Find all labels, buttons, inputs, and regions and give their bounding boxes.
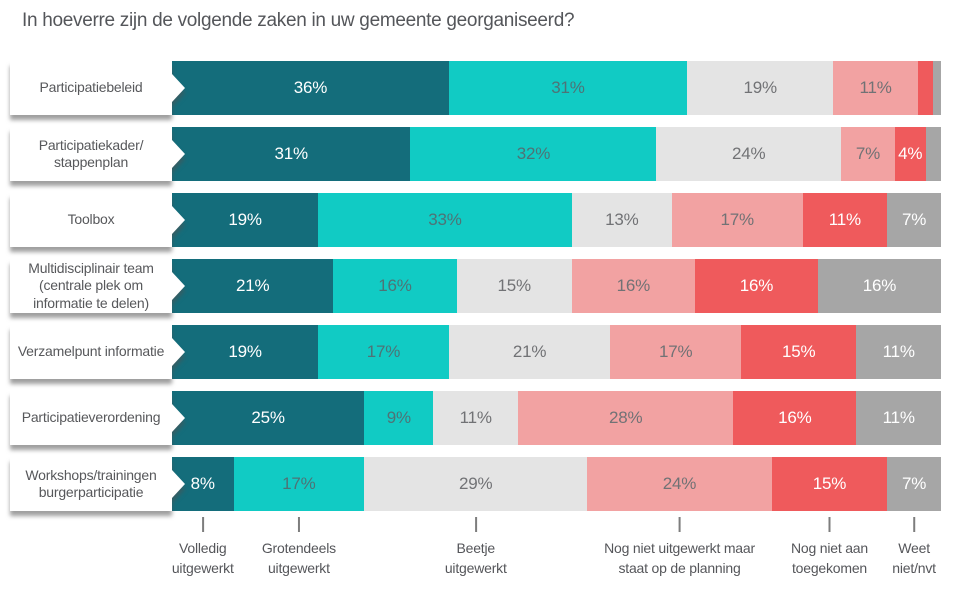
bar-segment: 7%: [887, 193, 941, 247]
bar-segment: 16%: [694, 259, 818, 313]
stacked-bar: 25% 9% 11% 28% 16% 11%: [172, 391, 941, 445]
legend-item: Nog niet uitgewerkt maar staat op de pla…: [604, 517, 755, 579]
stacked-bar: 36% 31% 19% 11%: [172, 61, 941, 115]
bar-segment: 19%: [687, 61, 834, 115]
legend-label: Weet niet/nvt: [892, 540, 936, 577]
stacked-bar: 19% 33% 13% 17% 11% 7%: [172, 193, 941, 247]
bar-segment: 31%: [172, 127, 411, 181]
row-label: Workshops/trainingen burgerparticipatie: [10, 457, 172, 511]
bar-segment: 16%: [333, 259, 457, 313]
stacked-bar: 8% 17% 29% 24% 15% 7%: [172, 457, 941, 511]
row-label: Participatieverordening: [10, 391, 172, 445]
bar-segment: 16%: [817, 259, 941, 313]
chart-rows: Participatiebeleid 36% 31% 19% 11% Participat…: [0, 61, 941, 523]
row-label: Toolbox: [10, 193, 172, 247]
bar-segment: 36%: [172, 61, 449, 115]
chart-title: In hoeverre zijn de volgende zaken in uw…: [22, 10, 575, 31]
stacked-bar: 19% 17% 21% 17% 15% 11%: [172, 325, 941, 379]
bar-segment: 19%: [172, 193, 319, 247]
legend-tick: [201, 517, 204, 532]
bar-segment: 24%: [587, 457, 772, 511]
bar-segment: [933, 61, 941, 115]
bar-segment: 28%: [518, 391, 734, 445]
bar-segment: 16%: [733, 391, 857, 445]
bar-segment: 17%: [318, 325, 449, 379]
bar-segment: 17%: [671, 193, 803, 247]
legend-item: Weet niet/nvt: [892, 517, 936, 579]
bar-segment: 11%: [802, 193, 888, 247]
bar-segment: 25%: [172, 391, 365, 445]
bar-segment: 33%: [318, 193, 572, 247]
bar-segment: 21%: [448, 325, 611, 379]
bar-segment: 24%: [656, 127, 841, 181]
bar-segment: 9%: [364, 391, 434, 445]
legend-label: Grotendeels uitgewerkt: [261, 540, 336, 577]
bar-segment: 11%: [833, 61, 918, 115]
bar-segment: 16%: [571, 259, 695, 313]
bar-segment: 17%: [233, 457, 365, 511]
legend-tick: [678, 517, 681, 532]
stacked-bar: 21% 16% 15% 16% 16% 16%: [172, 259, 941, 313]
legend-item: Nog niet aan toegekomen: [791, 517, 868, 579]
bar-segment: 11%: [856, 325, 941, 379]
row-label: Participatiebeleid: [10, 61, 172, 115]
legend-tick: [297, 517, 300, 532]
chart-row: Participatiekader/ stappenplan 31% 32% 24% 7…: [0, 127, 941, 181]
bar-segment: 31%: [448, 61, 688, 115]
bar-segment: 21%: [172, 259, 334, 313]
legend-item: Grotendeels uitgewerkt: [262, 517, 336, 579]
bar-segment: 32%: [410, 127, 657, 181]
bar-segment: [925, 127, 941, 181]
legend-label: Nog niet uitgewerkt maar staat op de pla…: [604, 540, 755, 577]
row-label: Multidisciplinair team (centrale plek om…: [10, 259, 172, 313]
chart-row: Verzamelpunt informatie 19% 17% 21% 17% 15% 11…: [0, 325, 941, 379]
legend-label: Volledig uitgewerkt: [171, 540, 234, 577]
row-label: Participatiekader/ stappenplan: [10, 127, 172, 181]
legend: Volledig uitgewerkt Grotendeels uitgewerk…: [172, 517, 941, 597]
legend-item: Beetje uitgewerkt: [445, 517, 507, 579]
bar-segment: 15%: [456, 259, 572, 313]
stacked-bar: 31% 32% 24% 7% 4%: [172, 127, 941, 181]
bar-segment: 7%: [887, 457, 941, 511]
legend-label: Beetje uitgewerkt: [444, 540, 507, 577]
bar-segment: 15%: [741, 325, 857, 379]
legend-label: Nog niet aan toegekomen: [790, 540, 868, 577]
row-label: Verzamelpunt informatie: [10, 325, 172, 379]
chart-row: Participatieverordening 25% 9% 11% 28% 16% 11%: [0, 391, 941, 445]
bar-segment: 19%: [172, 325, 319, 379]
chart-row: Participatiebeleid 36% 31% 19% 11%: [0, 61, 941, 115]
bar-segment: [917, 61, 934, 115]
bar-segment: 11%: [856, 391, 941, 445]
bar-segment: 17%: [610, 325, 742, 379]
legend-item: Volledig uitgewerkt: [172, 517, 234, 579]
chart-row: Multidisciplinair team (centrale plek om…: [0, 259, 941, 313]
chart-row: Toolbox 19% 33% 13% 17% 11% 7%: [0, 193, 941, 247]
bar-segment: 15%: [771, 457, 888, 511]
bar-segment: 29%: [364, 457, 588, 511]
bar-segment: 11%: [433, 391, 519, 445]
legend-tick: [828, 517, 831, 532]
bar-segment: 13%: [571, 193, 672, 247]
bar-segment: 4%: [894, 127, 926, 181]
chart-row: Workshops/trainingen burgerparticipatie 8…: [0, 457, 941, 511]
legend-tick: [913, 517, 916, 532]
bar-segment: 7%: [841, 127, 895, 181]
legend-tick: [474, 517, 477, 532]
